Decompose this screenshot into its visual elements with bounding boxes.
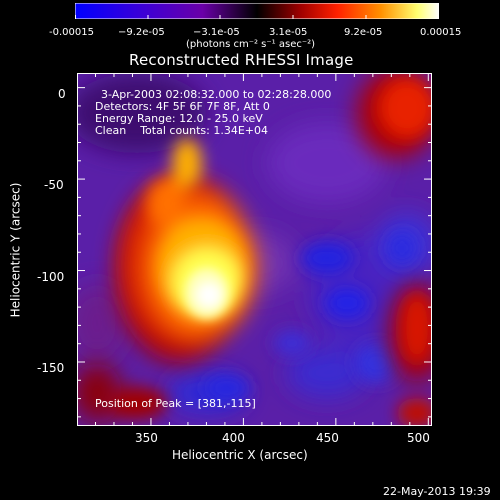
x-tick-350: 350 <box>135 431 158 445</box>
x-axis-ticks <box>76 73 429 426</box>
y-axis-label: Heliocentric Y (arcsec) <box>8 182 23 318</box>
colorbar-tick-4: 9.2e-05 <box>344 27 383 38</box>
colorbar-tick-2: −3.1e-05 <box>193 27 240 38</box>
y-axis-ticks <box>77 87 432 418</box>
x-axis-label: Heliocentric X (arcsec) <box>172 448 308 462</box>
plot-title: Reconstructed RHESSI Image <box>129 51 354 69</box>
y-tick-minus-150: -150 <box>37 361 65 375</box>
x-tick-400: 400 <box>222 431 245 445</box>
y-tick-minus-100: -100 <box>37 270 65 284</box>
colorbar <box>74 2 440 20</box>
colorbar-gradient <box>74 2 440 20</box>
rhessi-image <box>76 73 432 426</box>
peak-position-label: Position of Peak = [381,-115] <box>95 397 256 410</box>
time-range-label: 3-Apr-2003 02:08:32.000 to 02:28:28.000 <box>101 88 332 101</box>
energy-range-label: Energy Range: 12.0 - 25.0 keV <box>95 112 263 125</box>
colorbar-tick-1: −9.2e-05 <box>118 27 165 38</box>
x-tick-450: 450 <box>316 431 339 445</box>
rhessi-image-panel <box>76 73 432 426</box>
detectors-label: Detectors: 4F 5F 6F 7F 8F, Att 0 <box>95 100 270 113</box>
colorbar-tick-5: 0.00015 <box>420 27 462 38</box>
colorbar-tick-0: -0.00015 <box>49 27 94 38</box>
colorbar-unit-label: (photons cm⁻² s⁻¹ asec⁻²) <box>186 39 316 50</box>
colorbar-tick-3: 3.1e-05 <box>269 27 308 38</box>
footer-date: 22-May-2013 19:39 <box>383 485 491 498</box>
x-tick-500: 500 <box>407 431 430 445</box>
y-tick-minus-50: -50 <box>44 178 64 192</box>
clean-counts-label: Clean Total counts: 1.34E+04 <box>95 124 269 137</box>
y-tick-0: 0 <box>58 87 66 101</box>
